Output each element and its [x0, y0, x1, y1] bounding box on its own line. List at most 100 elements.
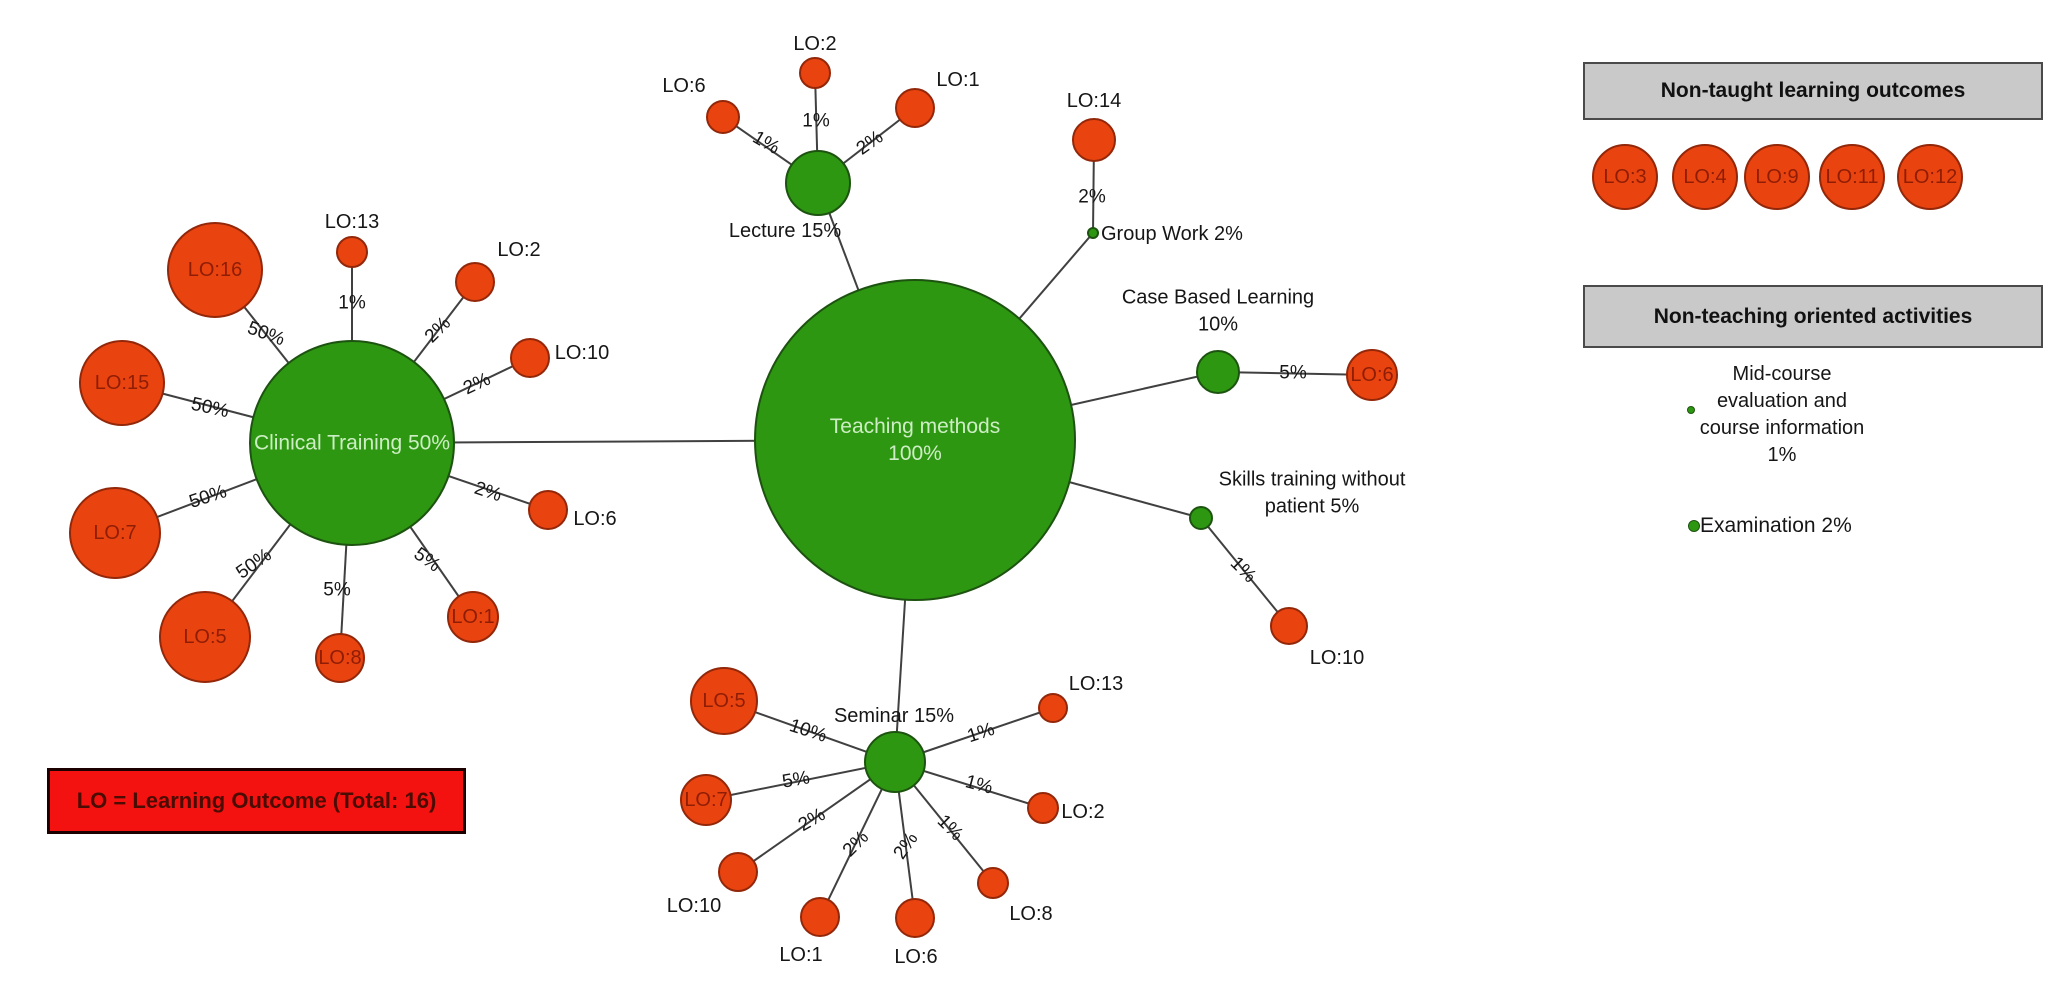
node-skills-circle — [1189, 506, 1213, 530]
non-teaching-activities-title: Non-teaching oriented activities — [1653, 304, 1973, 328]
node-c13-label: LO:13 — [325, 211, 379, 233]
non-taught-lo-label: LO:11 — [1825, 165, 1879, 188]
node-sk10-circle — [1270, 607, 1308, 645]
non-taught-lo-circle: LO:12 — [1897, 144, 1963, 210]
node-s6-circle — [895, 898, 935, 938]
node-l1-label: LO:1 — [936, 69, 979, 91]
node-skills-label: Skills training without patient 5% — [1219, 469, 1406, 518]
node-c7-circle — [69, 487, 161, 579]
examination-label: Examination 2% — [1700, 514, 1852, 537]
mid-course-line: evaluation and — [1716, 390, 1848, 412]
node-teaching-label: Teaching methods 100% — [830, 415, 1000, 465]
lo-legend-box: LO = Learning Outcome (Total: 16) — [47, 768, 466, 834]
edge-percent-label: 5% — [1279, 363, 1307, 384]
mid-course-evaluation-label: Mid-course evaluation and course informa… — [1671, 361, 1893, 469]
node-l2-circle — [799, 57, 831, 89]
node-c8-label: LO:8 — [318, 647, 361, 669]
edge-percent-label: 1% — [802, 111, 830, 132]
node-teaching-circle — [754, 279, 1076, 601]
node-sk10-label: LO:10 — [1310, 647, 1364, 669]
node-c15-label: LO:15 — [95, 372, 149, 394]
node-c15-circle — [79, 340, 165, 426]
node-clinical-circle — [249, 340, 455, 546]
node-c5-circle — [159, 591, 251, 683]
edge-seminar-s7 — [705, 761, 896, 801]
lo-legend-text: LO = Learning Outcome (Total: 16) — [76, 788, 437, 813]
edge-percent-label: 1% — [965, 719, 998, 747]
edge-percent-label: 2% — [421, 313, 455, 347]
node-s8-label: LO:8 — [1009, 903, 1052, 925]
node-c5-label: LO:5 — [183, 626, 226, 648]
edge-percent-label: 50% — [245, 318, 288, 351]
node-c7-label: LO:7 — [93, 522, 136, 544]
node-s1-circle — [800, 897, 840, 937]
node-cb6-label: LO:6 — [1350, 364, 1393, 386]
mid-course-line: 1% — [1767, 444, 1797, 466]
node-s13-circle — [1038, 693, 1068, 723]
edge-percent-label: 1% — [338, 293, 366, 314]
node-c6-label: LO:6 — [573, 508, 616, 530]
node-cb6-circle — [1346, 349, 1398, 401]
non-taught-lo-label: LO:9 — [1755, 165, 1799, 188]
edge-percent-label: 50% — [189, 394, 231, 422]
node-c16-label: LO:16 — [188, 259, 242, 281]
edge-percent-label: 50% — [232, 544, 275, 583]
node-l6-label: LO:6 — [662, 75, 705, 97]
edge-percent-label: 2% — [890, 829, 923, 864]
node-s7-circle — [680, 774, 732, 826]
node-l1-circle — [895, 88, 935, 128]
node-c16-circle — [167, 222, 263, 318]
edge-percent-label: 2% — [853, 126, 888, 159]
node-lecture-circle — [785, 150, 851, 216]
node-c2-circle — [455, 262, 495, 302]
node-groupwork-circle — [1087, 227, 1099, 239]
node-clinical-label: Clinical Training 50% — [254, 432, 450, 455]
node-s5-label: LO:5 — [702, 690, 745, 712]
non-teaching-activities-header: Non-teaching oriented activities — [1583, 285, 2043, 348]
node-g14-circle — [1072, 118, 1116, 162]
node-s1-label: LO:1 — [779, 944, 822, 966]
node-groupwork-label: Group Work 2% — [1101, 223, 1243, 245]
non-taught-lo-circle: LO:9 — [1744, 144, 1810, 210]
node-s10-circle — [718, 852, 758, 892]
edge-skills-sk10 — [1200, 517, 1290, 627]
edge-percent-label: 5% — [323, 580, 351, 601]
node-c13-circle — [336, 236, 368, 268]
node-c1-circle — [447, 591, 499, 643]
node-s2-label: LO:2 — [1061, 801, 1104, 823]
node-g14-label: LO:14 — [1067, 90, 1121, 112]
edge-percent-label: 2% — [1078, 187, 1106, 208]
node-c1-label: LO:1 — [451, 606, 494, 628]
non-taught-lo-label: LO:4 — [1683, 165, 1727, 188]
edge-percent-label: 5% — [781, 767, 812, 792]
edge-percent-label: 1% — [963, 771, 995, 798]
non-taught-lo-circle: LO:11 — [1819, 144, 1885, 210]
edge-percent-label: 50% — [187, 481, 230, 513]
node-s6-label: LO:6 — [894, 946, 937, 968]
node-l6-circle — [706, 100, 740, 134]
node-s13-label: LO:13 — [1069, 673, 1123, 695]
non-taught-lo-label: LO:3 — [1603, 165, 1647, 188]
mid-course-node-dot — [1687, 406, 1695, 414]
examination-node-dot — [1688, 520, 1700, 532]
node-l2-label: LO:2 — [793, 33, 836, 55]
node-c2-label: LO:2 — [497, 239, 540, 261]
node-s10-label: LO:10 — [667, 895, 721, 917]
node-c10-label: LO:10 — [555, 342, 609, 364]
node-c10-circle — [510, 338, 550, 378]
edge-percent-label: 10% — [787, 715, 830, 747]
node-case-label: Case Based Learning 10% — [1122, 287, 1314, 336]
edge-percent-label: 2% — [795, 804, 829, 836]
node-s7-label: LO:7 — [684, 789, 727, 811]
mid-course-line: Mid-course — [1732, 363, 1832, 385]
mid-course-line: course information — [1699, 417, 1865, 439]
node-seminar-circle — [864, 731, 926, 793]
edge-seminar-s10 — [737, 761, 896, 873]
node-seminar-label: Seminar 15% — [834, 705, 954, 727]
non-taught-outcomes-header: Non-taught learning outcomes — [1583, 62, 2043, 120]
non-taught-lo-label: LO:12 — [1902, 165, 1958, 188]
node-c6-circle — [528, 490, 568, 530]
edge-percent-label: 1% — [1226, 553, 1260, 587]
edge-percent-label: 2% — [460, 369, 494, 400]
